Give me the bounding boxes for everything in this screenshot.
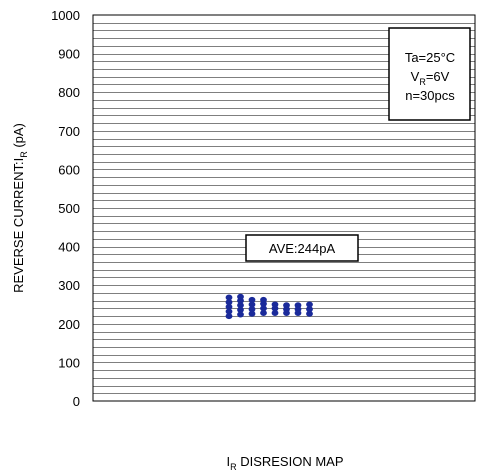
data-point [237, 302, 244, 309]
x-axis-title-main: I [226, 454, 230, 469]
legend-voltage: VR=6V [411, 69, 450, 87]
y-tick-label: 200 [58, 317, 80, 332]
y-tick-label: 0 [73, 394, 80, 409]
y-tick-label: 300 [58, 278, 80, 293]
data-point [248, 301, 256, 308]
legend-voltage-rest: =6V [426, 69, 450, 84]
y-tick-label: 700 [58, 124, 80, 139]
data-point [283, 302, 290, 309]
legend-temperature: Ta=25°C [405, 50, 455, 65]
y-tick-label: 500 [58, 201, 80, 216]
data-points [225, 293, 313, 320]
data-point [260, 305, 267, 312]
data-point [237, 293, 244, 300]
y-tick-labels: 0 100 200 300 400 500 600 700 800 900 1000 [51, 8, 80, 409]
average-annotation: AVE:244pA [245, 234, 359, 262]
data-point [306, 310, 313, 317]
x-axis-title-rest: DISRESION MAP [237, 454, 344, 469]
y-axis-title-sub: R [19, 151, 29, 158]
data-point [306, 306, 313, 313]
data-point [237, 306, 244, 313]
y-tick-label: 900 [58, 47, 80, 62]
y-axis-title-main: REVERSE CURRENT:I [11, 158, 26, 293]
data-point [306, 301, 313, 308]
legend-voltage-main: V [411, 69, 420, 84]
data-point [260, 296, 267, 303]
data-point [248, 310, 256, 317]
data-point [237, 311, 244, 318]
y-axis-title-rest: (pA) [11, 123, 26, 151]
legend-sample-count: n=30pcs [405, 88, 455, 103]
x-axis-title-sub: R [230, 462, 237, 472]
y-tick-label: 600 [58, 162, 80, 177]
data-point [225, 313, 233, 320]
x-axis-title: IR DISRESION MAP [226, 454, 343, 472]
y-tick-label: 800 [58, 85, 80, 100]
data-point [225, 303, 233, 310]
data-point [260, 309, 267, 316]
y-tick-label: 1000 [51, 8, 80, 23]
data-point [271, 309, 279, 316]
data-point [225, 299, 233, 306]
y-tick-label: 400 [58, 240, 80, 255]
data-point [225, 294, 233, 301]
data-point [248, 296, 256, 303]
data-point [271, 301, 279, 308]
legend-box: Ta=25°C VR=6V n=30pcs [388, 27, 471, 121]
legend-voltage-sub: R [419, 77, 426, 87]
data-point [294, 302, 302, 309]
average-label: AVE:244pA [269, 241, 336, 256]
y-tick-label: 100 [58, 355, 80, 370]
plot-frame [92, 14, 476, 402]
data-point [248, 306, 256, 313]
y-axis-title: REVERSE CURRENT:IR (pA) [11, 123, 29, 293]
data-point [225, 308, 233, 315]
